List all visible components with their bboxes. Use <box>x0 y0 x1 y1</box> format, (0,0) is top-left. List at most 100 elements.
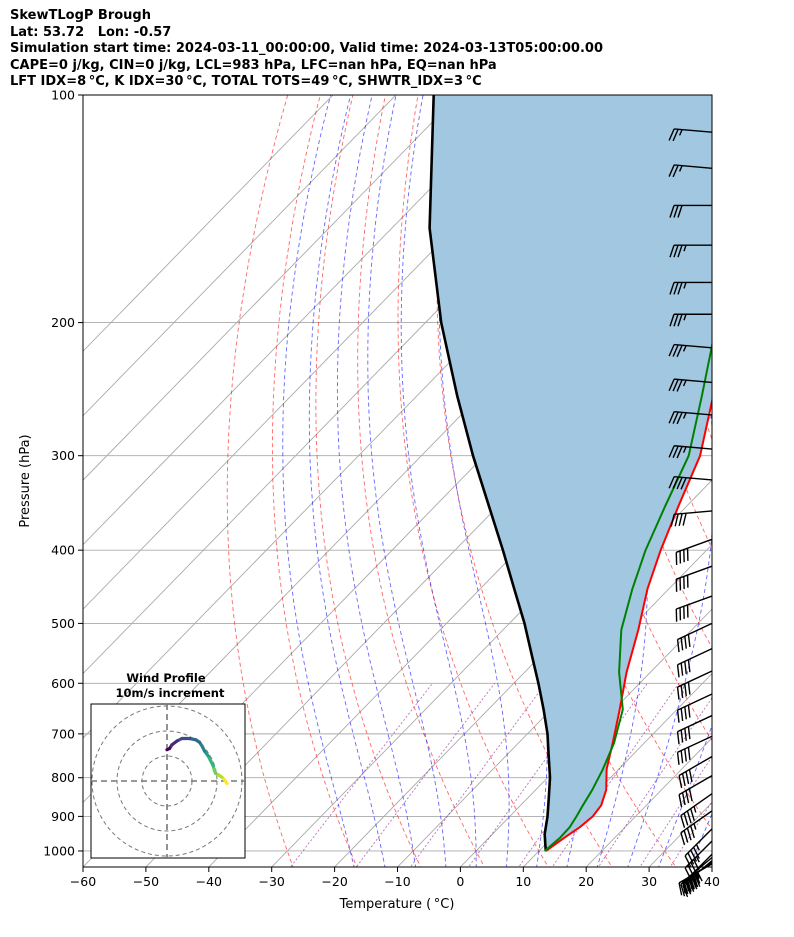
mixing-ratio-line <box>551 683 680 867</box>
wind-barb <box>676 693 713 723</box>
moist-adiabat <box>308 95 386 867</box>
moist-adiabat <box>438 95 510 867</box>
wind-barb <box>668 164 713 178</box>
hodograph-subtitle: 10m/s increment <box>116 686 225 700</box>
axis-ticks: −60 −50 −40 −30 −20 −10 0 10 20 30 40 1000 900 800 700… <box>43 88 720 890</box>
dry-adiabat <box>397 95 549 867</box>
y-tick-label: 1000 <box>43 843 75 858</box>
wind-barb <box>676 670 713 700</box>
moist-adiabat <box>744 78 794 882</box>
dry-adiabat <box>357 95 486 867</box>
wind-barb <box>678 755 713 789</box>
x-tick-label: −20 <box>321 874 347 889</box>
chart-title: SkewTLogP Brough <box>10 8 151 23</box>
wind-barb <box>675 538 713 565</box>
moist-adiabat <box>282 95 355 867</box>
mixing-ratio-line <box>409 683 546 867</box>
isotherm <box>83 95 523 546</box>
wind-barb <box>668 410 713 425</box>
y-tick-label: 600 <box>51 676 75 691</box>
y-axis-label: Pressure (hPa) <box>18 434 33 527</box>
x-tick-label: 0 <box>456 874 464 889</box>
x-tick-label: −50 <box>133 874 159 889</box>
wind-barb <box>680 793 713 828</box>
wind-barb <box>669 204 712 218</box>
wind-barb <box>675 595 713 622</box>
dry-adiabat <box>226 95 294 867</box>
x-tick-label: −60 <box>70 874 96 889</box>
mixing-ratio-line <box>639 755 712 867</box>
x-tick-label: 20 <box>578 874 594 889</box>
wind-barb <box>676 714 713 745</box>
mixing-ratio-line <box>597 697 712 867</box>
time-line: Simulation start time: 2024-03-11_00:00:… <box>10 41 603 56</box>
wind-barb <box>684 853 713 893</box>
wind-barb <box>669 281 712 295</box>
mixing-ratio-line <box>290 683 433 867</box>
indices-line-2: LFT IDX=8 °C, K IDX=30 °C, TOTAL TOTS=49… <box>10 74 482 89</box>
chart-header: SkewTLogP Brough Lat: 53.72 Lon: -0.57 S… <box>10 8 603 91</box>
wind-barb <box>668 128 713 142</box>
hodograph-plot <box>91 704 245 858</box>
moist-adiabat <box>627 95 712 867</box>
wind-barb <box>668 475 713 490</box>
moist-adiabat <box>688 812 712 867</box>
wind-barb <box>669 244 712 258</box>
y-tick-label: 100 <box>51 88 75 103</box>
isotherm <box>83 95 334 352</box>
wind-barb <box>668 378 713 392</box>
moist-adiabat <box>400 95 477 867</box>
x-tick-label: −40 <box>196 874 222 889</box>
x-tick-label: −10 <box>384 874 410 889</box>
x-tick-label: 30 <box>641 874 657 889</box>
wind-barb <box>669 313 712 327</box>
wind-barb <box>676 622 713 653</box>
moist-adiabat <box>658 724 712 867</box>
isotherm <box>83 95 397 417</box>
hodograph-segment <box>165 746 172 752</box>
wind-barb <box>676 735 713 765</box>
dry-adiabat <box>742 78 794 882</box>
wind-barb <box>668 343 713 358</box>
y-tick-label: 300 <box>51 448 75 463</box>
parcel-profile-line <box>428 95 552 852</box>
dry-adiabat <box>710 95 712 109</box>
wind-barb <box>678 775 713 808</box>
y-tick-label: 200 <box>51 315 75 330</box>
isotherm <box>585 737 712 867</box>
y-tick-label: 500 <box>51 616 75 631</box>
location-line: Lat: 53.72 Lon: -0.57 <box>10 24 172 40</box>
isotherm <box>522 672 712 867</box>
isotherm <box>396 544 712 867</box>
wind-barb <box>676 648 713 678</box>
isotherm <box>83 95 460 481</box>
dry-adiabat <box>774 78 794 882</box>
x-tick-label: 10 <box>515 874 531 889</box>
x-tick-label: −30 <box>259 874 285 889</box>
temperature-line <box>545 396 712 852</box>
dry-adiabat <box>436 95 613 867</box>
hodograph-title: Wind Profile <box>126 671 206 685</box>
dry-adiabat <box>315 95 422 867</box>
wind-barb <box>670 510 713 527</box>
x-axis-label: Temperature ( °C) <box>339 897 455 912</box>
y-tick-label: 700 <box>51 726 75 741</box>
mixing-ratio-line <box>355 683 496 867</box>
moist-adiabat <box>367 95 447 867</box>
isotherm <box>760 78 794 882</box>
wind-barbs <box>668 128 713 898</box>
parcel-area <box>429 95 712 851</box>
y-tick-label: 900 <box>51 809 75 824</box>
moist-adiabat <box>714 78 794 882</box>
x-tick-label: 40 <box>704 874 720 889</box>
moist-adiabat <box>336 95 416 867</box>
indices-line-1: CAPE=0 j/kg, CIN=0 j/kg, LCL=983 hPa, LF… <box>10 57 497 73</box>
mixing-ratio-line <box>669 800 712 867</box>
dewpoint-line <box>543 340 712 852</box>
y-tick-label: 400 <box>51 543 75 558</box>
dry-adiabat <box>271 95 358 867</box>
wind-barb <box>675 565 713 592</box>
y-tick-label: 800 <box>51 770 75 785</box>
